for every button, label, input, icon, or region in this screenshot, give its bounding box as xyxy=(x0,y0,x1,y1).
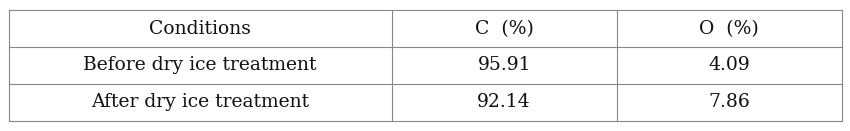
Text: Conditions: Conditions xyxy=(149,20,251,38)
Text: C  (%): C (%) xyxy=(474,20,534,38)
Text: 7.86: 7.86 xyxy=(708,93,750,111)
Text: 4.09: 4.09 xyxy=(708,56,750,75)
Text: 92.14: 92.14 xyxy=(478,93,531,111)
Text: After dry ice treatment: After dry ice treatment xyxy=(91,93,309,111)
Text: Before dry ice treatment: Before dry ice treatment xyxy=(83,56,317,75)
Text: 95.91: 95.91 xyxy=(478,56,531,75)
Text: O  (%): O (%) xyxy=(700,20,759,38)
